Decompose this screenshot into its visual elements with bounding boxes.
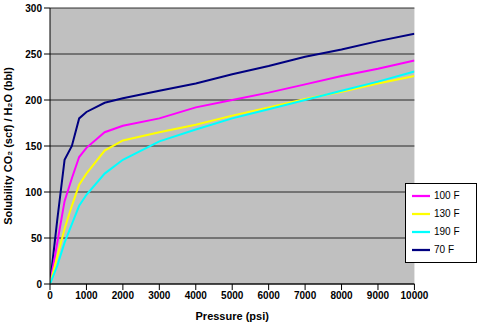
svg-text:250: 250 xyxy=(25,49,42,60)
svg-text:3000: 3000 xyxy=(148,290,171,301)
svg-text:200: 200 xyxy=(25,95,42,106)
svg-text:1000: 1000 xyxy=(75,290,98,301)
svg-text:Solubility CO₂ (scf) / H₂O (bb: Solubility CO₂ (scf) / H₂O (bbl) xyxy=(8,67,14,225)
svg-text:5000: 5000 xyxy=(221,290,244,301)
svg-text:6000: 6000 xyxy=(258,290,281,301)
svg-text:2000: 2000 xyxy=(112,290,135,301)
svg-text:100: 100 xyxy=(25,187,42,198)
svg-text:300: 300 xyxy=(25,3,42,14)
svg-text:0: 0 xyxy=(36,279,42,290)
svg-text:8000: 8000 xyxy=(330,290,353,301)
svg-text:50: 50 xyxy=(31,233,43,244)
html-text:190 F: 190 F xyxy=(434,225,460,237)
svg-text:7000: 7000 xyxy=(294,290,317,301)
html-text:100 F: 100 F xyxy=(434,189,460,201)
svg-text:150: 150 xyxy=(25,141,42,152)
html-text:70 F: 70 F xyxy=(434,243,454,255)
svg-text:9000: 9000 xyxy=(367,290,390,301)
svg-text:Pressure (psi): Pressure (psi) xyxy=(196,310,270,322)
html-text:130 F: 130 F xyxy=(434,207,460,219)
svg-text:0: 0 xyxy=(47,290,53,301)
svg-text:4000: 4000 xyxy=(185,290,208,301)
svg-text:10000: 10000 xyxy=(401,290,429,301)
